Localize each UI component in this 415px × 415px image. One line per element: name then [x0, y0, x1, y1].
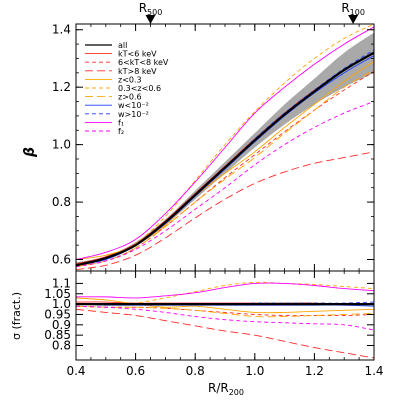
legend-label-all: all	[118, 41, 127, 50]
top-y-axis-label: β	[22, 147, 38, 158]
x-tick-label: 0.4	[66, 364, 85, 378]
legend-label-0-3-z-0-6: 0.3<z<0.6	[118, 84, 161, 93]
series-line-w-10	[76, 49, 374, 266]
series-line-f	[76, 305, 374, 331]
series-line-f	[76, 101, 374, 268]
bottom-panel: 0.4 0.6 0.8 1.0 1.2 1.40.80.850.90.951.01.051…	[10, 270, 384, 397]
legend-label-z-0-6: z>0.6	[118, 93, 142, 102]
x-axis-label-subscript: 200	[229, 388, 244, 397]
series-line-6-kt-8-kev	[76, 71, 374, 268]
band-area	[76, 32, 374, 268]
x-tick-label: 0.8	[186, 364, 205, 378]
radius-markers: R500 R100	[139, 1, 365, 24]
legend-label-w-10: w<10⁻²	[118, 101, 149, 110]
series-line-kt-8-kev	[76, 151, 374, 271]
marker-triangle-r100	[348, 15, 359, 24]
confidence-band	[76, 32, 374, 268]
x-axis-label-main: R/R	[208, 381, 229, 395]
series-line-all	[76, 51, 374, 267]
x-tick-label: 1.0	[245, 364, 264, 378]
y-tick-label: 1.0	[52, 138, 71, 152]
y-tick-label: 1.4	[52, 23, 71, 37]
legend-label-z-0-3: z<0.3	[118, 75, 142, 84]
series-line-z-0-6	[76, 69, 374, 268]
y-tick-label: 0.8	[52, 195, 71, 209]
legend-label-kt-8-kev: kT>8 keV	[118, 67, 157, 76]
legend-label-kt-6-kev: kT<6 keV	[118, 50, 157, 59]
series-line-kt-8-kev	[76, 308, 374, 359]
x-tick-label: 1.2	[305, 364, 324, 378]
series-line-z-0-3	[76, 297, 374, 314]
y-tick-label: 0.8	[52, 339, 71, 353]
series-line-f	[76, 26, 374, 260]
series-line-0-3-z-0-6	[76, 24, 374, 266]
series-line-z-0-6	[76, 305, 374, 318]
series-line-f	[76, 282, 374, 299]
bottom-axis-ticks: 0.4 0.6 0.8 1.0 1.2 1.40.80.850.90.951.01.051…	[44, 271, 384, 378]
y-tick-label: 0.9	[52, 318, 71, 332]
bottom-series-lines	[76, 281, 374, 359]
legend-label-6-kt-8-kev: 6<kT<8 keV	[118, 58, 169, 67]
y-tick-label: 0.95	[44, 307, 71, 321]
marker-label-r100: R100	[341, 1, 365, 17]
marker-label-r500: R500	[139, 1, 163, 17]
marker-triangle-r500	[145, 15, 156, 24]
top-series-lines	[76, 24, 374, 271]
x-axis-label: R/R200	[208, 381, 244, 397]
y-tick-label: 1.1	[52, 276, 71, 290]
y-tick-label: 0.6	[52, 253, 71, 267]
x-tick-label: 0.6	[126, 364, 145, 378]
y-tick-label: 1.05	[44, 287, 71, 301]
top-axis-ticks: 0.6 0.8 1.0 1.2 1.4	[52, 23, 375, 271]
x-tick-label: 1.4	[364, 364, 383, 378]
y-tick-label: 0.85	[44, 328, 71, 342]
legend-label-f: f₁	[118, 118, 124, 127]
legend-label-f: f₂	[118, 127, 124, 136]
bottom-y-axis-label: σ (fract.)	[10, 292, 23, 340]
y-tick-label: 1.0	[52, 297, 71, 311]
y-tick-label: 1.2	[52, 80, 71, 94]
legend-label-w-10: w>10⁻²	[118, 110, 149, 119]
